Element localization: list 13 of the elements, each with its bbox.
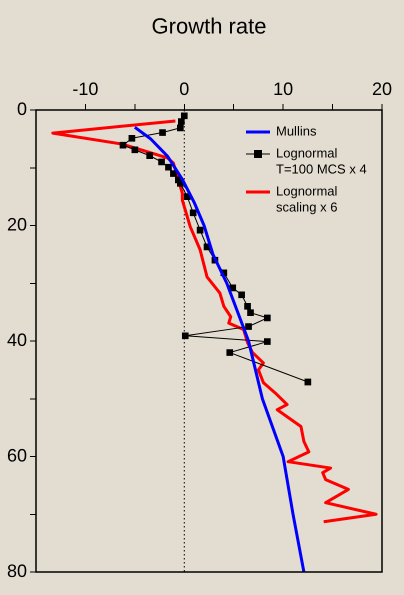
y-tick-label: 40 bbox=[6, 330, 27, 350]
x-tick-label: 20 bbox=[372, 79, 392, 100]
legend-label: Mullins bbox=[276, 124, 317, 139]
y-tick-label: 20 bbox=[6, 214, 27, 234]
legend-label: Lognormal T=100 MCS x 4 bbox=[276, 146, 367, 177]
x-tick-label: 0 bbox=[179, 79, 190, 100]
y-tick-label: 0 bbox=[16, 98, 27, 119]
x-tick-label: 10 bbox=[273, 79, 294, 100]
y-tick-label: 60 bbox=[6, 445, 27, 466]
x-tick-label: -10 bbox=[72, 79, 98, 100]
y-tick-label: 80 bbox=[6, 560, 27, 581]
legend-label: Lognormal scaling x 6 bbox=[276, 184, 338, 215]
x-axis-title: Growth rate bbox=[152, 13, 266, 38]
